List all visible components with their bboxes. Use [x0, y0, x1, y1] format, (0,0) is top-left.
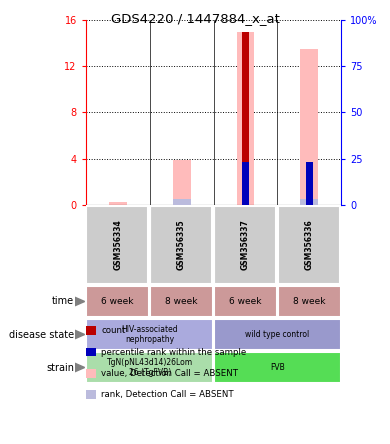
Text: HIV-associated
nephropathy: HIV-associated nephropathy [121, 325, 178, 344]
Text: percentile rank within the sample: percentile rank within the sample [101, 348, 246, 357]
Bar [306, 162, 312, 205]
Text: rank, Detection Call = ABSENT: rank, Detection Call = ABSENT [101, 390, 234, 399]
Bar [242, 162, 249, 205]
Polygon shape [75, 297, 85, 306]
Bar [242, 32, 249, 205]
Polygon shape [75, 330, 85, 339]
Text: GSM356336: GSM356336 [305, 220, 314, 270]
Text: disease state: disease state [9, 329, 74, 340]
Bar [300, 49, 318, 205]
Bar [173, 199, 191, 205]
Polygon shape [75, 363, 85, 372]
Bar [150, 286, 213, 317]
Bar [236, 32, 254, 205]
Bar [87, 319, 213, 350]
Text: 6 week: 6 week [229, 297, 262, 306]
Bar [214, 206, 276, 284]
Text: 8 week: 8 week [293, 297, 326, 306]
Bar [278, 286, 340, 317]
Text: 6 week: 6 week [101, 297, 134, 306]
Text: TgN(pNL43d14)26Lom
26 (TgFVB): TgN(pNL43d14)26Lom 26 (TgFVB) [106, 358, 193, 377]
Text: 8 week: 8 week [165, 297, 198, 306]
Text: GSM356337: GSM356337 [241, 220, 250, 270]
Text: time: time [52, 297, 74, 306]
Bar [214, 286, 277, 317]
Text: GSM356334: GSM356334 [113, 220, 122, 270]
Text: GSM356335: GSM356335 [177, 220, 186, 270]
Bar [278, 206, 340, 284]
Text: GDS4220 / 1447884_x_at: GDS4220 / 1447884_x_at [110, 12, 280, 25]
Bar [87, 206, 148, 284]
Bar [87, 286, 149, 317]
Text: FVB: FVB [270, 363, 285, 372]
Bar [150, 206, 212, 284]
Bar [109, 202, 127, 205]
Text: wild type control: wild type control [245, 330, 310, 339]
Text: count: count [101, 326, 126, 335]
Bar [173, 160, 191, 205]
Bar [214, 319, 340, 350]
Text: strain: strain [46, 362, 74, 373]
Bar [300, 199, 318, 205]
Text: value, Detection Call = ABSENT: value, Detection Call = ABSENT [101, 369, 238, 378]
Bar [214, 352, 340, 383]
Bar [87, 352, 213, 383]
